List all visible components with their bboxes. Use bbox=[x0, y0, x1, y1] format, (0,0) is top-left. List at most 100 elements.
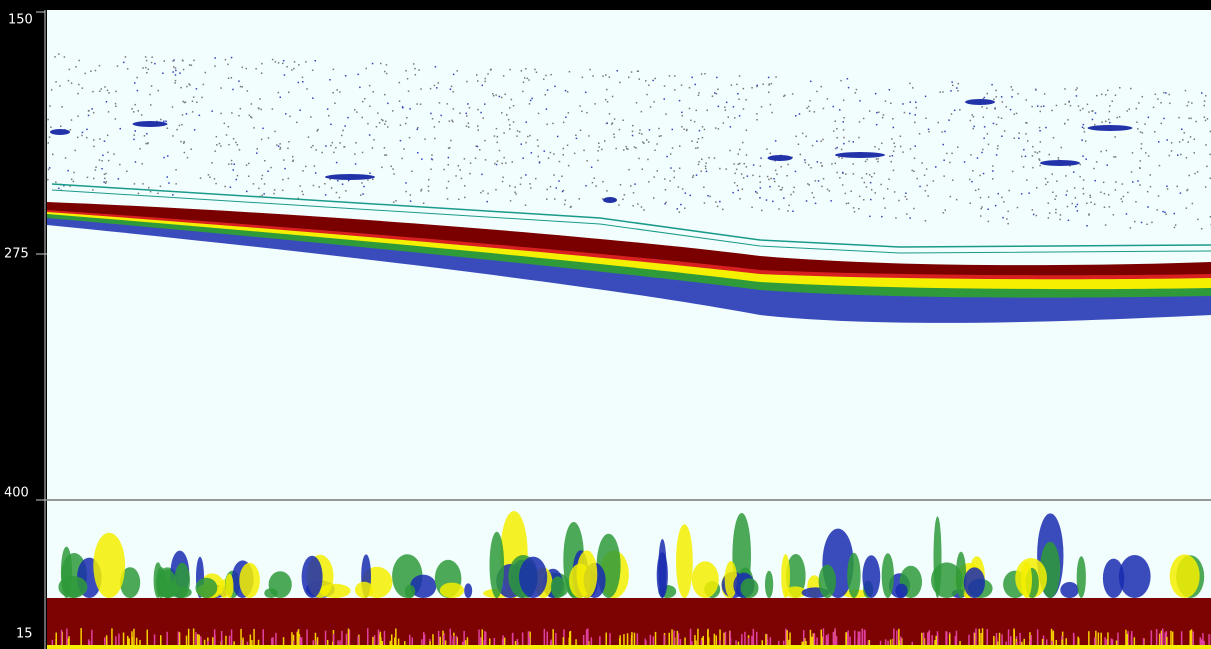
noise-dot bbox=[641, 206, 643, 208]
noise-dot bbox=[1085, 140, 1087, 142]
noise-dot bbox=[731, 84, 733, 86]
noise-dot bbox=[267, 171, 269, 173]
fringe-spike bbox=[195, 632, 197, 645]
noise-dot bbox=[1001, 197, 1003, 199]
noise-dot bbox=[734, 117, 736, 119]
noise-dot bbox=[184, 141, 186, 143]
noise-dot bbox=[131, 108, 133, 110]
fringe-spike bbox=[463, 631, 465, 645]
noise-dot bbox=[75, 66, 77, 68]
fringe-spike bbox=[1172, 632, 1174, 645]
fringe-spike bbox=[412, 638, 414, 646]
noise-dot bbox=[852, 163, 854, 165]
noise-dot bbox=[336, 162, 338, 164]
noise-dot bbox=[522, 158, 524, 160]
noise-dot bbox=[151, 56, 153, 58]
fringe-spike bbox=[898, 629, 900, 645]
noise-dot bbox=[1083, 188, 1085, 190]
noise-dot bbox=[288, 141, 290, 143]
noise-dot bbox=[1153, 107, 1155, 109]
noise-dot bbox=[652, 80, 654, 82]
noise-dot bbox=[895, 217, 897, 219]
echo-blob bbox=[956, 552, 966, 598]
noise-dot bbox=[494, 163, 496, 165]
noise-dot bbox=[771, 83, 773, 85]
fringe-spike bbox=[1078, 638, 1080, 645]
noise-dot bbox=[973, 128, 975, 129]
noise-dot bbox=[1158, 141, 1160, 143]
noise-dot bbox=[973, 126, 975, 128]
fringe-spike bbox=[1010, 636, 1012, 645]
noise-dot bbox=[666, 156, 668, 158]
noise-dot bbox=[996, 124, 998, 126]
noise-dot bbox=[403, 148, 405, 150]
noise-dot bbox=[636, 102, 638, 104]
noise-dot bbox=[282, 63, 284, 65]
noise-dot bbox=[1154, 131, 1156, 133]
noise-dot bbox=[150, 104, 152, 106]
noise-dot bbox=[469, 107, 471, 109]
noise-dot bbox=[117, 65, 119, 67]
noise-dot bbox=[359, 87, 361, 89]
noise-dot bbox=[1169, 155, 1171, 157]
echo-blob bbox=[264, 588, 277, 598]
noise-dot bbox=[344, 125, 346, 127]
fringe-spike bbox=[555, 633, 557, 645]
fringe-spike bbox=[315, 641, 317, 646]
noise-dot bbox=[448, 164, 450, 166]
noise-dot bbox=[167, 176, 169, 178]
noise-dot bbox=[1122, 183, 1124, 185]
noise-dot bbox=[553, 153, 555, 155]
noise-dot bbox=[1055, 209, 1057, 211]
noise-dot bbox=[639, 78, 641, 80]
noise-dot bbox=[637, 203, 639, 205]
noise-dot bbox=[701, 159, 703, 161]
noise-dot bbox=[219, 143, 221, 145]
fringe-spike bbox=[1134, 637, 1136, 645]
noise-dot bbox=[49, 136, 51, 138]
noise-dot bbox=[843, 121, 845, 123]
noise-dot bbox=[680, 204, 682, 206]
noise-dot bbox=[1023, 149, 1025, 151]
noise-dot bbox=[1151, 222, 1153, 224]
noise-dot bbox=[1163, 118, 1165, 120]
echo-blob bbox=[1077, 556, 1086, 598]
noise-dot bbox=[325, 145, 327, 147]
noise-dot bbox=[234, 164, 236, 166]
noise-dot bbox=[1001, 96, 1003, 98]
fringe-spike bbox=[623, 634, 625, 645]
noise-dot bbox=[606, 89, 608, 91]
noise-dot bbox=[642, 169, 644, 171]
noise-dot bbox=[497, 136, 499, 138]
noise-dot bbox=[1056, 181, 1058, 183]
noise-dot bbox=[981, 206, 983, 208]
noise-dot bbox=[184, 152, 186, 154]
fringe-spike bbox=[900, 637, 902, 646]
noise-dot bbox=[647, 159, 649, 161]
noise-dot bbox=[249, 115, 251, 117]
noise-dot bbox=[182, 114, 184, 116]
depth-label: 400 bbox=[4, 486, 29, 501]
noise-dot bbox=[342, 184, 344, 186]
noise-dot bbox=[127, 68, 128, 70]
noise-dot bbox=[239, 149, 241, 151]
noise-dot bbox=[859, 196, 861, 198]
noise-dot bbox=[366, 68, 368, 70]
fringe-spike bbox=[857, 638, 859, 645]
noise-dot bbox=[1052, 173, 1054, 175]
noise-dot bbox=[1016, 113, 1018, 115]
fringe-spike bbox=[263, 629, 265, 645]
noise-dot bbox=[696, 174, 698, 176]
noise-dot bbox=[992, 165, 994, 167]
noise-dot bbox=[565, 200, 567, 202]
echo-blob bbox=[692, 561, 719, 598]
noise-dot bbox=[1068, 220, 1070, 222]
noise-dot bbox=[855, 92, 857, 94]
noise-dot bbox=[384, 123, 386, 125]
noise-dot bbox=[678, 186, 680, 188]
noise-dot bbox=[144, 135, 146, 137]
fringe-spike bbox=[563, 637, 565, 645]
noise-dot bbox=[609, 76, 611, 78]
noise-dot bbox=[448, 181, 450, 183]
noise-dot bbox=[614, 137, 616, 139]
